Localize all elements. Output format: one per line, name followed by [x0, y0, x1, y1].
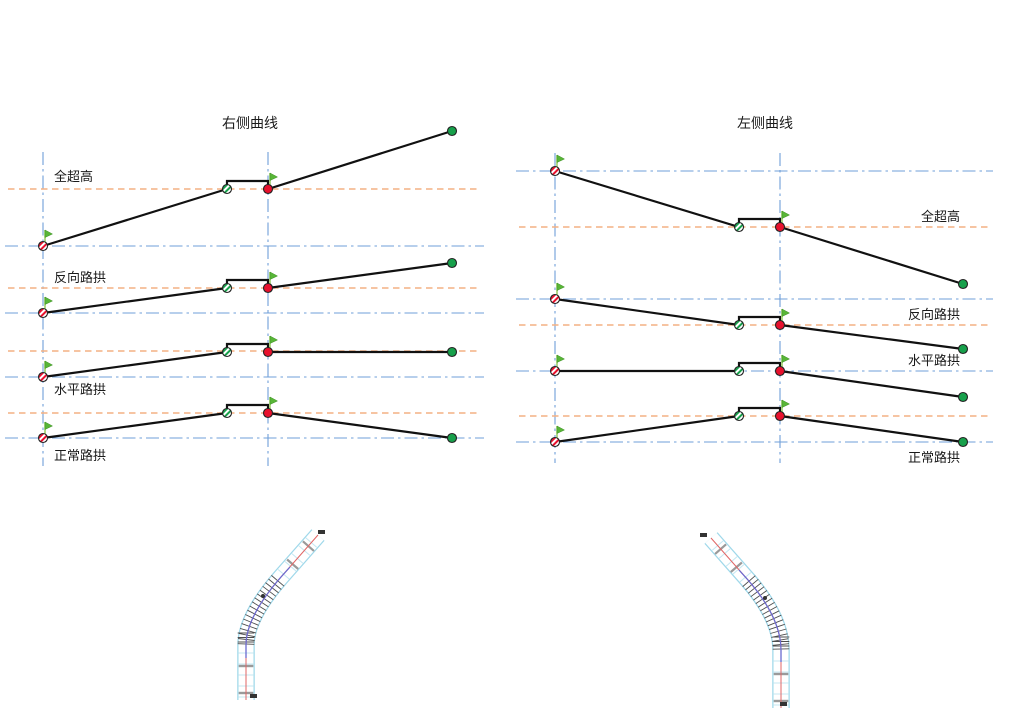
- point-markers: [549, 154, 969, 448]
- end-marker: [957, 343, 969, 355]
- alignment-end-marker: [318, 530, 325, 534]
- row-label-full-superelevation: 全超高: [54, 169, 93, 185]
- transition-marker: [221, 346, 233, 358]
- key-point-marker: [774, 319, 786, 331]
- row-label-normal-crown: 正常路拱: [908, 450, 960, 466]
- transition-marker: [733, 410, 745, 422]
- row-label-full-superelevation: 全超高: [921, 209, 960, 225]
- key-point-marker: [774, 365, 786, 377]
- end-marker: [446, 257, 458, 269]
- grade-profile-full-superelevation: [553, 169, 965, 286]
- row-label-normal-crown: 正常路拱: [54, 448, 106, 464]
- road-surface: [705, 533, 789, 708]
- end-marker: [446, 346, 458, 358]
- row-label-reverse-crown: 反向路拱: [54, 270, 106, 286]
- end-marker: [446, 125, 458, 137]
- profile-lines: [553, 169, 965, 444]
- grade-profile-normal-crown: [41, 403, 454, 440]
- key-point-marker: [262, 183, 274, 195]
- start-marker: [37, 432, 49, 444]
- start-marker: [37, 371, 49, 383]
- flag-icon: [781, 354, 791, 370]
- alignment-end-marker: [250, 694, 257, 698]
- start-marker: [549, 165, 561, 177]
- row-labels: 全超高 反向路拱 水平路拱 正常路拱: [54, 169, 106, 464]
- flag-icon: [269, 271, 279, 287]
- row-labels: 全超高 反向路拱 水平路拱 正常路拱: [908, 209, 960, 466]
- superelevation-diagram-left-curve: 左侧曲线: [516, 116, 993, 466]
- start-marker: [549, 365, 561, 377]
- flag-icon: [269, 335, 279, 351]
- road-spiral-curve: [738, 569, 782, 662]
- grade-profile-flat-crown: [553, 361, 965, 399]
- start-marker: [549, 293, 561, 305]
- curve-midpoint-marker: [261, 594, 265, 598]
- diagram-title-left-curve: 左侧曲线: [737, 116, 793, 132]
- grade-profile-reverse-crown: [41, 261, 454, 315]
- key-point-marker: [774, 221, 786, 233]
- flag-icon: [556, 425, 566, 441]
- grade-profile-reverse-crown: [553, 297, 965, 351]
- transition-marker: [733, 221, 745, 233]
- start-marker: [37, 307, 49, 319]
- key-point-marker: [262, 346, 274, 358]
- flag-icon: [44, 296, 54, 312]
- end-marker: [957, 391, 969, 403]
- grade-profile-full-superelevation: [41, 129, 454, 248]
- grade-profile-flat-crown: [41, 342, 454, 379]
- road-spiral-curve: [245, 566, 291, 658]
- transition-marker: [733, 365, 745, 377]
- key-point-marker: [262, 282, 274, 294]
- end-marker: [446, 432, 458, 444]
- superelevation-diagram-right-curve: 右侧曲线: [5, 116, 484, 466]
- plan-view-left: [237, 529, 325, 700]
- flag-icon: [44, 421, 54, 437]
- end-marker: [957, 278, 969, 290]
- row-label-flat-crown: 水平路拱: [54, 382, 106, 398]
- flag-icon: [781, 308, 791, 324]
- start-marker: [549, 436, 561, 448]
- key-point-marker: [262, 407, 274, 419]
- diagram-title-right-curve: 右侧曲线: [222, 116, 278, 132]
- transition-marker: [221, 282, 233, 294]
- flag-icon: [269, 396, 279, 412]
- transition-marker: [221, 407, 233, 419]
- curve-midpoint-marker: [763, 596, 767, 600]
- transition-marker: [733, 319, 745, 331]
- flag-icon: [781, 210, 791, 226]
- row-label-flat-crown: 水平路拱: [908, 353, 960, 369]
- flag-icon: [556, 282, 566, 298]
- alignment-end-marker: [700, 533, 707, 537]
- end-marker: [957, 436, 969, 448]
- grade-profile-normal-crown: [553, 406, 965, 444]
- profile-lines: [41, 129, 454, 440]
- start-marker: [37, 240, 49, 252]
- flag-icon: [556, 154, 566, 170]
- flag-icon: [269, 172, 279, 188]
- flag-icon: [44, 229, 54, 245]
- transition-marker: [221, 183, 233, 195]
- flag-icon: [44, 360, 54, 376]
- key-point-marker: [774, 410, 786, 422]
- plan-view-right: [700, 532, 790, 708]
- alignment-end-marker: [780, 702, 787, 706]
- flag-icon: [556, 354, 566, 370]
- row-label-reverse-crown: 反向路拱: [908, 307, 960, 323]
- flag-icon: [781, 399, 791, 415]
